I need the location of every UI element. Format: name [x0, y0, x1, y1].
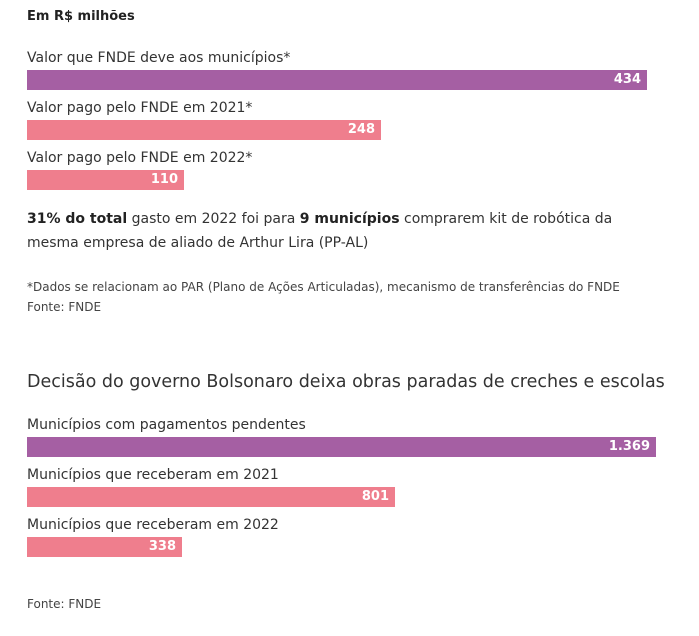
- bar-label-paid-2022: Valor pago pelo FNDE em 2022*: [27, 150, 253, 166]
- note-text-2: comprarem kit de robótica da mesma empre…: [27, 211, 613, 251]
- bar-value-received-2022: 338: [148, 539, 176, 554]
- bar-label-received-2021: Municípios que receberam em 2021: [27, 467, 279, 483]
- bar-received-2021: 801: [27, 487, 395, 507]
- bar-label-received-2022: Municípios que receberam em 2022: [27, 517, 279, 533]
- chart2-title: Decisão do governo Bolsonaro deixa obras…: [27, 372, 665, 392]
- bar-paid-2021: 248: [27, 120, 381, 140]
- bar-received-2022: 338: [27, 537, 182, 557]
- note-text-1: gasto em 2022 foi para: [127, 211, 300, 227]
- highlight-note: 31% do total gasto em 2022 foi para 9 mu…: [27, 207, 647, 255]
- bar-value-paid-2021: 248: [347, 122, 375, 137]
- footnote: *Dados se relacionam ao PAR (Plano de Aç…: [27, 280, 620, 314]
- source-note: Fonte: FNDE: [27, 597, 102, 611]
- bar-label-pending: Municípios com pagamentos pendentes: [27, 417, 306, 433]
- bar-value-owed: 434: [613, 72, 641, 87]
- unit-label: Em R$ milhões: [27, 9, 135, 24]
- bar-paid-2022: 110: [27, 170, 184, 190]
- bar-pending: 1.369: [27, 437, 656, 457]
- bar-label-paid-2021: Valor pago pelo FNDE em 2021*: [27, 100, 253, 116]
- bar-value-received-2021: 801: [361, 489, 389, 504]
- bar-value-paid-2022: 110: [150, 172, 178, 187]
- note-bold-municipios: 9 municípios: [299, 211, 400, 227]
- bar-value-pending: 1.369: [608, 439, 650, 454]
- note-bold-percent: 31% do total: [27, 211, 128, 227]
- bar-owed: 434: [27, 70, 647, 90]
- bar-label-owed: Valor que FNDE deve aos municípios*: [27, 50, 291, 66]
